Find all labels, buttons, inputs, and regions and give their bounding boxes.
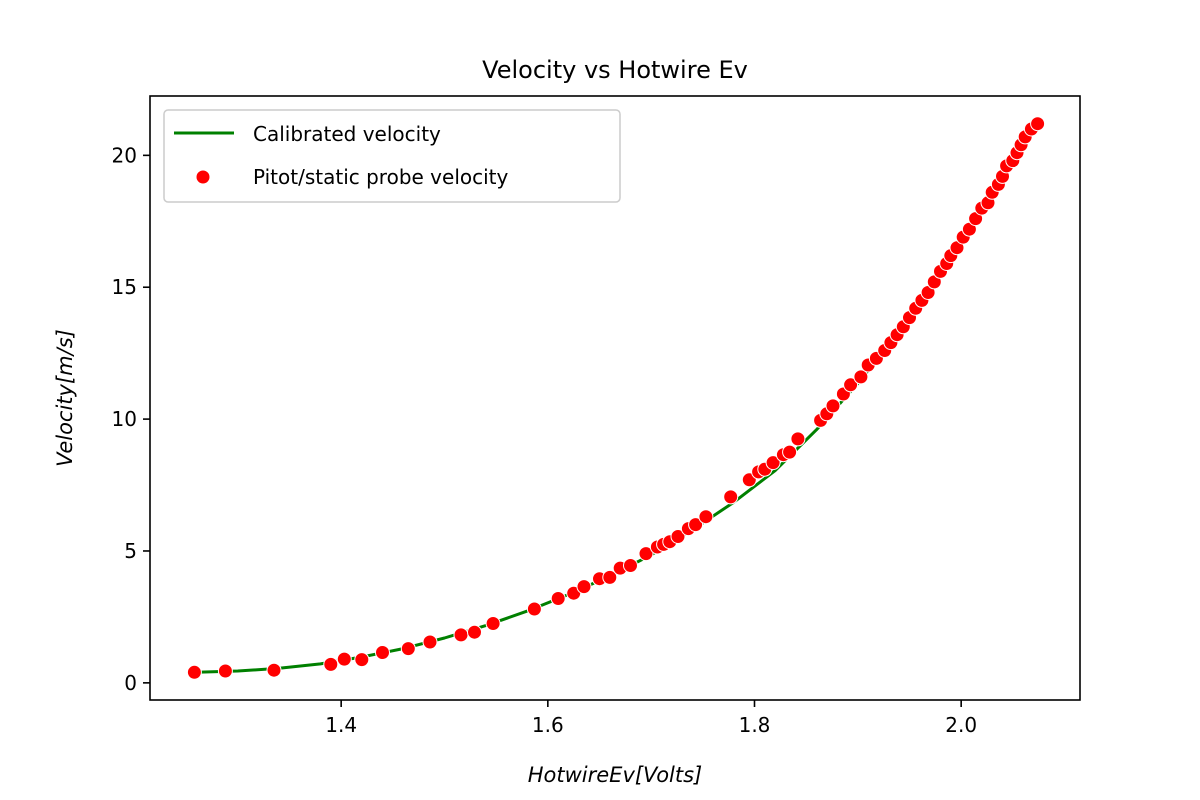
pitot-data-point <box>336 651 352 667</box>
plot-frame <box>149 95 1081 701</box>
x-tick-label: 1.6 <box>532 713 564 737</box>
pitot-data-point <box>782 444 798 460</box>
legend-marker-swatch <box>195 169 211 185</box>
pitot-data-point <box>453 627 469 643</box>
pitot-data-point <box>638 546 654 562</box>
pitot-data-point <box>266 662 282 678</box>
x-axis-ticks: 1.4 1.6 1.8 2.0 <box>325 700 977 737</box>
y-tick-label: 5 <box>124 539 137 563</box>
pitot-data-point <box>323 656 339 672</box>
legend-box <box>163 109 621 203</box>
pitot-data-point <box>467 624 482 640</box>
x-tick-label: 1.8 <box>739 713 771 737</box>
pitot-data-point <box>375 645 390 660</box>
legend: Calibrated velocity Pitot/static probe v… <box>163 109 621 203</box>
y-axis-label: Velocity[m/s] <box>53 329 77 467</box>
pitot-data-point <box>670 529 686 544</box>
x-axis-label: HotwireEv[Volts] <box>528 763 703 787</box>
pitot-data-point <box>186 664 202 680</box>
pitot-data-point <box>843 377 859 393</box>
pitot-data-point <box>602 569 618 585</box>
pitot-data-point <box>688 517 704 533</box>
pitot-data-point <box>765 455 781 471</box>
x-tick-label: 1.4 <box>325 713 357 737</box>
pitot-data-point <box>422 634 438 650</box>
pitot-data-point <box>698 509 714 525</box>
pitot-data-point <box>354 652 370 668</box>
pitot-data-point <box>485 616 501 631</box>
pitot-data-point <box>1030 116 1046 132</box>
chart-title: Velocity vs Hotwire Ev <box>482 56 748 84</box>
pitot-data-point <box>400 641 416 657</box>
y-tick-label: 0 <box>124 671 137 695</box>
y-tick-label: 20 <box>112 143 137 167</box>
y-tick-label: 15 <box>112 275 137 299</box>
pitot-data-point <box>825 398 841 414</box>
x-tick-label: 2.0 <box>945 713 977 737</box>
y-axis-ticks: 0 5 10 15 20 <box>112 143 150 695</box>
pitot-data-point <box>550 591 566 606</box>
pitot-data-point <box>723 489 739 505</box>
legend-label-pitot: Pitot/static probe velocity <box>253 165 509 189</box>
pitot-data-point <box>217 663 233 679</box>
pitot-data-point <box>790 431 806 447</box>
pitot-data-point <box>576 579 592 595</box>
y-tick-label: 10 <box>112 407 137 431</box>
chart-marks <box>186 116 1046 680</box>
pitot-data-point <box>623 558 638 573</box>
legend-label-calibrated: Calibrated velocity <box>253 122 441 146</box>
pitot-data-point <box>526 601 542 617</box>
pitot-data-point <box>853 369 869 385</box>
